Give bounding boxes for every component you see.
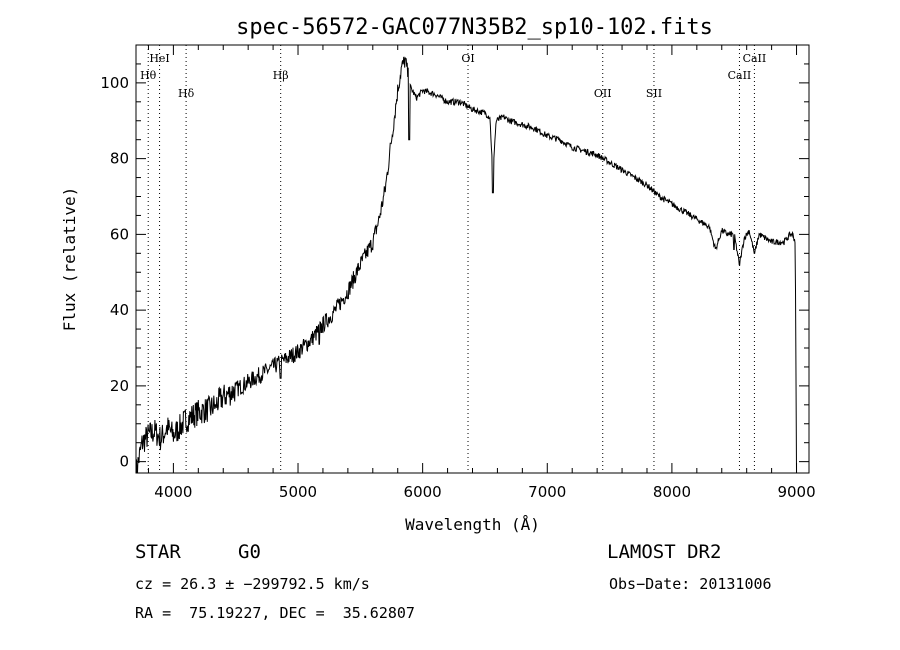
- survey-label: LAMOST DR2: [607, 541, 722, 563]
- line-label-hθ: Hθ: [140, 69, 157, 82]
- object-class: STAR: [135, 541, 181, 563]
- x-tick-label: 8000: [653, 483, 691, 501]
- line-label-oii: OII: [594, 87, 612, 100]
- x-tick-label: 5000: [279, 483, 317, 501]
- spectrum-line: [135, 56, 797, 474]
- x-axis-label: Wavelength (Å): [405, 515, 540, 534]
- line-label-hβ: Hβ: [273, 69, 289, 82]
- line-label-caii: CaII: [728, 69, 752, 82]
- obs-date-text: Obs−Date: 20131006: [609, 575, 772, 593]
- y-tick-label: 60: [110, 225, 129, 243]
- line-label-oi: OI: [461, 52, 474, 65]
- line-label-sii: SII: [646, 87, 662, 100]
- x-tick-label: 9000: [777, 483, 815, 501]
- x-tick-label: 6000: [404, 483, 442, 501]
- y-tick-label: 80: [110, 150, 129, 168]
- chart-title: spec-56572-GAC077N35B2_sp10-102.fits: [236, 15, 713, 40]
- redshift-text: cz = 26.3 ± −299792.5 km/s: [135, 575, 370, 593]
- y-tick-label: 40: [110, 301, 129, 319]
- x-tick-label: 4000: [154, 483, 192, 501]
- line-label-hδ: Hδ: [178, 87, 195, 100]
- line-label-hei: HeI: [149, 52, 169, 65]
- object-subclass: G0: [238, 541, 261, 563]
- y-axis-label: Flux (relative): [60, 187, 79, 332]
- y-tick-label: 20: [110, 377, 129, 395]
- x-tick-label: 7000: [528, 483, 566, 501]
- coordinates-text: RA = 75.19227, DEC = 35.62807: [135, 604, 415, 622]
- line-label-caii: CaII: [743, 52, 767, 65]
- y-tick-label: 100: [100, 74, 129, 92]
- y-tick-label: 0: [119, 453, 129, 471]
